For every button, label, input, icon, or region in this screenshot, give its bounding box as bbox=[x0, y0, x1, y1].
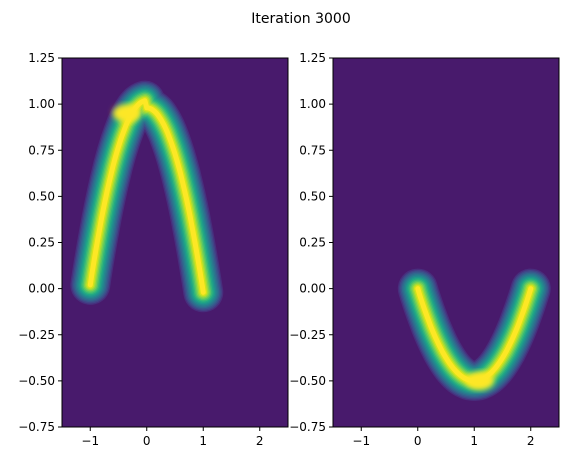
x-tick-label: −1 bbox=[81, 434, 99, 448]
y-tick-label: 1.00 bbox=[299, 97, 326, 111]
y-tick-label: 0.25 bbox=[28, 236, 55, 250]
x-tick-label: −1 bbox=[352, 434, 370, 448]
x-tick-label: 2 bbox=[256, 434, 264, 448]
x-tick-label: 1 bbox=[199, 434, 207, 448]
y-tick-label: 0.50 bbox=[299, 189, 326, 203]
x-tick-label: 1 bbox=[470, 434, 478, 448]
y-tick-label: −0.25 bbox=[18, 328, 55, 342]
y-tick-label: 1.25 bbox=[299, 51, 326, 65]
y-tick-label: 0.00 bbox=[299, 282, 326, 296]
x-tick-label: 0 bbox=[414, 434, 422, 448]
ticks-right: −1 0 1 2 −0.75 −0.50 −0.25 0.00 0.25 0.50 0.75 1.00… bbox=[289, 51, 534, 448]
ticks-left: −1 0 1 2 −0.75 −0.50 −0.25 0.00 0.25 0.50 0.75 1.00… bbox=[18, 51, 263, 448]
y-tick-label: −0.50 bbox=[18, 374, 55, 388]
y-tick-label: 1.00 bbox=[28, 97, 55, 111]
density-peak bbox=[112, 104, 141, 123]
density-contours-left bbox=[70, 80, 224, 313]
panel-right: −1 0 1 2 −0.75 −0.50 −0.25 0.00 0.25 0.50 0.75 1.00… bbox=[289, 51, 560, 448]
y-tick-label: 0.50 bbox=[28, 189, 55, 203]
density-contours-right bbox=[397, 268, 551, 401]
y-tick-label: −0.50 bbox=[289, 374, 326, 388]
y-tick-label: 0.25 bbox=[299, 236, 326, 250]
x-tick-label: 2 bbox=[527, 434, 535, 448]
y-tick-label: −0.75 bbox=[289, 420, 326, 434]
density-peak bbox=[465, 371, 494, 390]
y-tick-label: −0.25 bbox=[289, 328, 326, 342]
y-tick-label: −0.75 bbox=[18, 420, 55, 434]
y-tick-label: 1.25 bbox=[28, 51, 55, 65]
panel-left: −1 0 1 2 −0.75 −0.50 −0.25 0.00 0.25 0.50 0.75 1.00… bbox=[18, 51, 289, 448]
density-band-13 bbox=[87, 98, 206, 295]
y-tick-label: 0.75 bbox=[28, 143, 55, 157]
x-tick-label: 0 bbox=[143, 434, 151, 448]
y-tick-label: 0.75 bbox=[299, 143, 326, 157]
figure-title: Iteration 3000 bbox=[251, 11, 350, 27]
y-tick-label: 0.00 bbox=[28, 282, 55, 296]
